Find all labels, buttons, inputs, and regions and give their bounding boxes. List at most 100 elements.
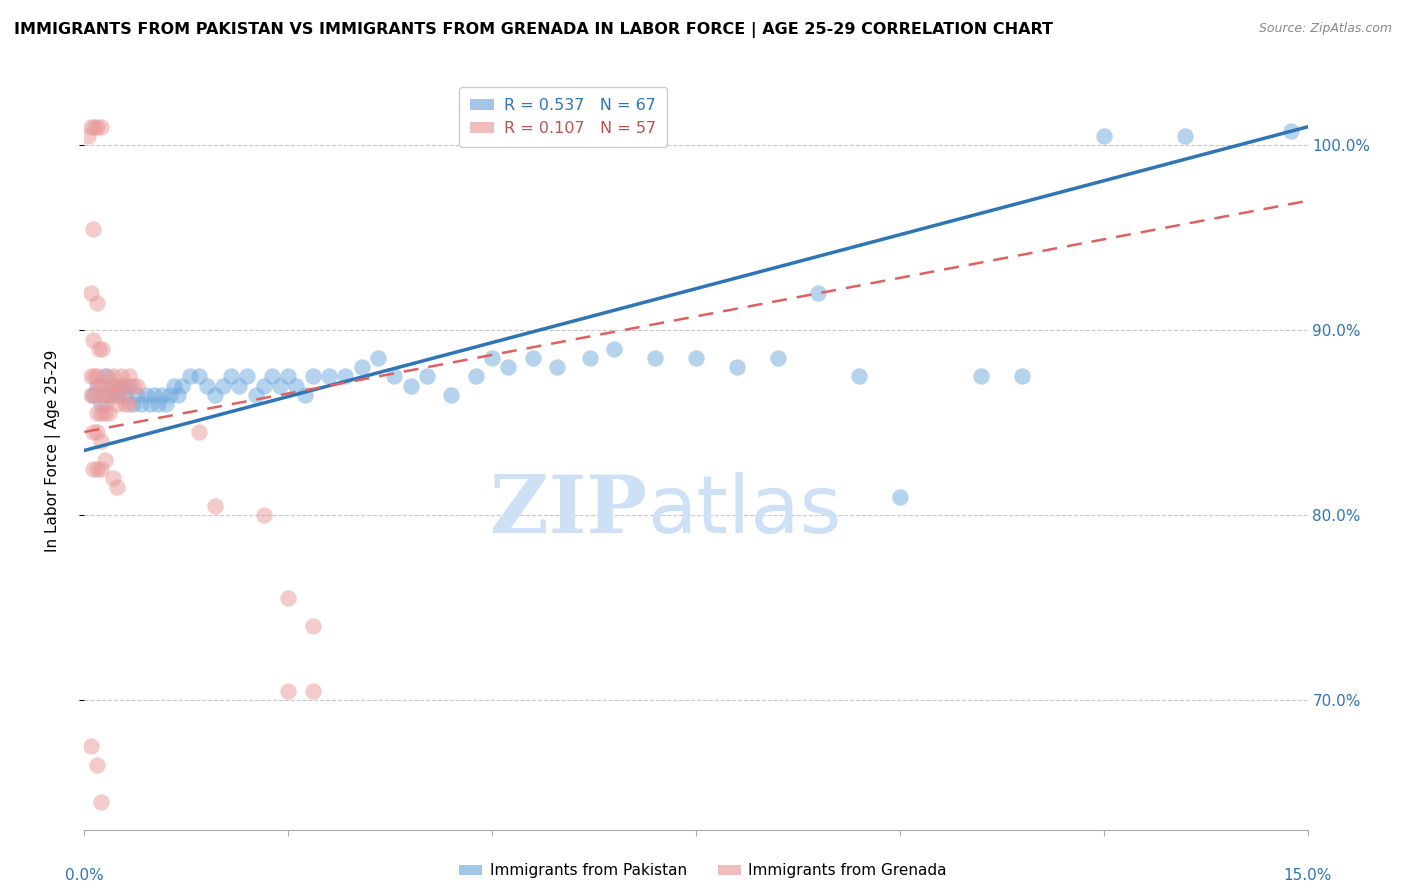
Point — [135, 388, 157, 402]
Point — [167, 388, 190, 402]
Point — [101, 378, 124, 392]
Point — [93, 369, 115, 384]
Point — [86, 757, 108, 772]
Point — [285, 378, 308, 392]
Text: 0.0%: 0.0% — [65, 869, 104, 883]
Point — [96, 369, 118, 384]
Point — [86, 369, 108, 384]
Point — [90, 388, 112, 402]
Point — [83, 120, 105, 134]
Point — [87, 342, 110, 356]
Point — [86, 378, 108, 392]
Point — [277, 591, 299, 606]
Point — [138, 397, 160, 411]
Point — [301, 684, 323, 698]
Point — [86, 120, 108, 134]
Point — [118, 397, 141, 411]
Point — [90, 434, 112, 449]
Point — [367, 351, 389, 365]
Point — [90, 407, 112, 421]
Text: ZIP: ZIP — [491, 472, 647, 550]
Point — [93, 407, 115, 421]
Point — [228, 378, 250, 392]
Point — [219, 369, 242, 384]
Point — [105, 480, 128, 494]
Point — [155, 397, 177, 411]
Point — [1092, 129, 1115, 144]
Text: 15.0%: 15.0% — [1284, 869, 1331, 883]
Point — [187, 369, 209, 384]
Point — [110, 378, 132, 392]
Point — [97, 388, 120, 402]
Point — [96, 388, 118, 402]
Point — [104, 378, 127, 392]
Point — [159, 388, 181, 402]
Point — [277, 684, 299, 698]
Point — [301, 369, 323, 384]
Point — [83, 369, 105, 384]
Point — [889, 490, 911, 504]
Point — [90, 120, 112, 134]
Point — [82, 333, 104, 347]
Point — [110, 369, 132, 384]
Point — [318, 369, 340, 384]
Point — [91, 378, 114, 392]
Point — [1279, 123, 1302, 137]
Point — [127, 388, 149, 402]
Point — [195, 378, 218, 392]
Point — [86, 295, 108, 310]
Point — [82, 388, 104, 402]
Point — [187, 425, 209, 439]
Point — [100, 378, 122, 392]
Point — [440, 388, 463, 402]
Point — [179, 369, 201, 384]
Point — [131, 397, 153, 411]
Point — [335, 369, 357, 384]
Point — [80, 120, 103, 134]
Point — [114, 397, 136, 411]
Point — [603, 342, 626, 356]
Point — [464, 369, 486, 384]
Point — [245, 388, 267, 402]
Point — [146, 397, 169, 411]
Point — [142, 388, 165, 402]
Point — [253, 378, 276, 392]
Point — [269, 378, 291, 392]
Point — [90, 462, 112, 476]
Point — [163, 378, 186, 392]
Point — [101, 471, 124, 485]
Point — [107, 378, 129, 392]
Point — [82, 462, 104, 476]
Point — [382, 369, 405, 384]
Point — [807, 286, 830, 301]
Point — [80, 739, 103, 754]
Point — [481, 351, 503, 365]
Point — [105, 397, 128, 411]
Point — [101, 369, 124, 384]
Point — [118, 369, 141, 384]
Point — [82, 221, 104, 235]
Legend: Immigrants from Pakistan, Immigrants from Grenada: Immigrants from Pakistan, Immigrants fro… — [453, 857, 953, 884]
Point — [86, 425, 108, 439]
Point — [301, 619, 323, 633]
Point — [118, 378, 141, 392]
Point — [253, 508, 276, 523]
Point — [101, 388, 124, 402]
Point — [260, 369, 283, 384]
Point — [1011, 369, 1033, 384]
Point — [87, 378, 110, 392]
Point — [579, 351, 602, 365]
Point — [1174, 129, 1197, 144]
Point — [83, 388, 105, 402]
Point — [91, 342, 114, 356]
Point — [80, 369, 103, 384]
Point — [122, 378, 145, 392]
Point — [416, 369, 439, 384]
Point — [77, 129, 100, 144]
Point — [766, 351, 789, 365]
Point — [127, 378, 149, 392]
Point — [114, 378, 136, 392]
Point — [90, 397, 112, 411]
Point — [80, 388, 103, 402]
Text: atlas: atlas — [647, 472, 841, 550]
